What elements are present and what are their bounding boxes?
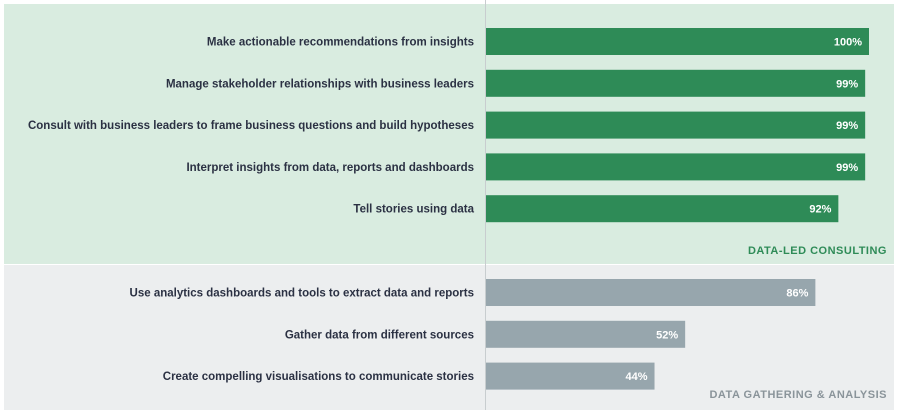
section-label: DATA-LED CONSULTING	[748, 245, 887, 257]
data-label: 100%	[834, 37, 862, 49]
bar	[486, 28, 869, 55]
bar	[486, 69, 866, 97]
bar	[486, 362, 655, 390]
category-label: Use analytics dashboards and tools to ex…	[130, 288, 474, 300]
category-label: Create compelling visualisations to comm…	[163, 371, 474, 383]
section-label: DATA GATHERING & ANALYSIS	[709, 389, 887, 401]
category-label: Gather data from different sources	[285, 329, 474, 341]
data-label: 92%	[809, 204, 831, 216]
data-label: 44%	[625, 371, 647, 383]
category-label: Tell stories using data	[353, 204, 474, 216]
bar	[486, 320, 686, 348]
bar	[486, 153, 866, 181]
category-label: Make actionable recommendations from ins…	[207, 37, 474, 49]
data-label: 99%	[836, 162, 858, 174]
category-label: Manage stakeholder relationships with bu…	[166, 78, 474, 90]
data-label: 99%	[836, 78, 858, 90]
bar	[486, 195, 839, 223]
bar	[486, 279, 816, 306]
category-label: Interpret insights from data, reports an…	[186, 162, 474, 174]
bar	[486, 111, 866, 139]
data-label: 52%	[656, 329, 678, 341]
category-label: Consult with business leaders to frame b…	[28, 120, 474, 132]
data-label: 99%	[836, 120, 858, 132]
data-label: 86%	[786, 288, 808, 300]
